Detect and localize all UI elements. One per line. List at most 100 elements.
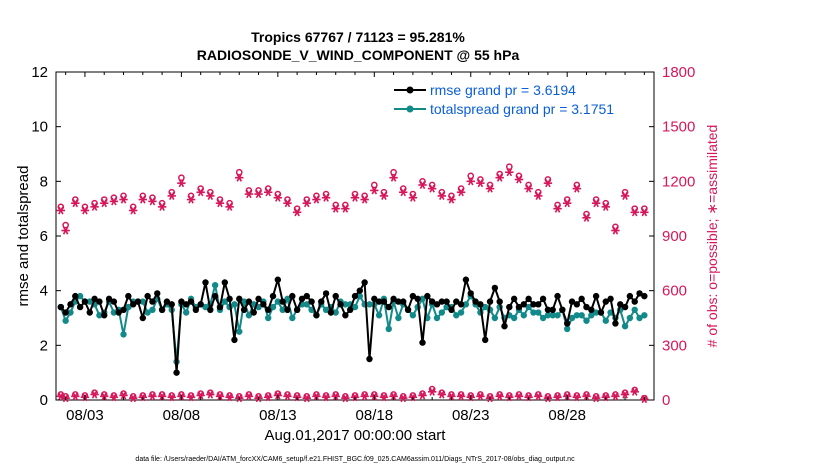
obs-assimilated-marker [157, 202, 167, 211]
point-rmse [173, 369, 180, 376]
chart-subtitle: RADIOSONDE_V_WIND_COMPONENT @ 55 hPa [197, 47, 520, 63]
point-totalspread [351, 303, 359, 311]
obs-assimilated-stroke [342, 394, 349, 403]
obs-assimilated-marker [543, 179, 553, 188]
point-rmse [260, 301, 267, 308]
point-rmse [101, 312, 108, 319]
obs-assimilated-low-marker [148, 392, 157, 401]
obs-assimilated-stroke [168, 191, 175, 200]
point-rmse [467, 290, 474, 297]
point-rmse [496, 298, 503, 305]
obs-assimilated-stroke [593, 199, 599, 208]
point-totalspread [433, 314, 441, 322]
point-rmse [361, 279, 368, 286]
point-totalspread [631, 306, 638, 313]
obs-assimilated-marker [591, 199, 601, 208]
tick-layer: 0 2 4 6 8 10 12 0 300 600 900 1200 1500 1800 08/03 08/0… [31, 64, 695, 424]
point-rmse [448, 306, 455, 313]
point-rmse [506, 303, 513, 311]
obs-assimilated-stroke [101, 392, 108, 401]
obs-assimilated-low-marker [553, 393, 562, 402]
point-rmse [221, 279, 228, 286]
point-totalspread [535, 309, 542, 316]
y-tick-label: 0 [40, 392, 48, 409]
point-rmse [105, 295, 113, 303]
obs-assimilated-marker [350, 193, 360, 202]
point-totalspread [520, 312, 527, 319]
point-totalspread [554, 312, 561, 319]
point-rmse [438, 298, 446, 305]
y2-tick-label: 1800 [662, 64, 695, 81]
obs-assimilated-stroke [313, 392, 320, 401]
obs-assimilated-low-marker [476, 392, 485, 401]
point-totalspread [438, 309, 446, 316]
obs-assimilated-stroke [303, 394, 310, 403]
y2-tick-label: 300 [662, 337, 687, 354]
point-rmse [211, 292, 219, 300]
obs-assimilated-low-marker [379, 393, 389, 402]
obs-assimilated-low-marker [418, 391, 427, 400]
point-totalspread [240, 298, 248, 305]
obs-assimilated-marker [370, 186, 379, 195]
obs-assimilated-low-marker [196, 391, 205, 400]
obs-assimilated-marker [138, 195, 148, 204]
point-rmse [274, 276, 282, 283]
point-totalspread [366, 301, 373, 308]
point-totalspread [211, 282, 219, 289]
obs-assimilated-marker [71, 199, 80, 208]
point-totalspread [289, 314, 296, 322]
point-rmse [597, 309, 605, 316]
point-totalspread [269, 303, 277, 311]
point-rmse [544, 306, 552, 313]
point-totalspread [544, 312, 552, 319]
obs-assimilated-stroke [631, 208, 638, 217]
point-rmse [588, 306, 595, 313]
point-rmse [264, 306, 272, 313]
point-totalspread [120, 331, 127, 338]
point-totalspread [67, 309, 74, 316]
obs-assimilated-marker [620, 191, 630, 200]
point-rmse [342, 312, 349, 319]
x-tick-label: 08/28 [548, 407, 586, 424]
point-rmse [375, 298, 383, 305]
obs-assimilated-marker [427, 184, 437, 193]
point-rmse [617, 301, 624, 308]
obs-assimilated-low-marker [447, 392, 456, 401]
obs-assimilated-stroke [554, 204, 561, 213]
point-rmse [453, 298, 460, 305]
point-rmse [462, 276, 470, 283]
obs-assimilated-stroke [226, 393, 233, 402]
point-rmse [578, 295, 585, 303]
obs-assimilated-marker [215, 199, 225, 208]
point-rmse [139, 314, 147, 322]
obs-assimilated-stroke [545, 179, 551, 188]
obs-assimilated-stroke [429, 387, 435, 396]
point-totalspread [96, 312, 103, 319]
obs-assimilated-stroke [535, 392, 542, 401]
obs-assimilated-stroke [612, 226, 619, 235]
point-totalspread [453, 312, 460, 319]
point-totalspread [525, 303, 532, 311]
point-totalspread [62, 317, 69, 324]
obs-assimilated-stroke [188, 195, 194, 204]
obs-assimilated-stroke [525, 184, 532, 193]
point-rmse [602, 298, 609, 305]
point-rmse [482, 336, 489, 344]
point-totalspread [568, 314, 576, 322]
obs-assimilated-stroke [197, 391, 204, 400]
obs-assimilated-stroke [516, 392, 522, 401]
obs-assimilated-stroke [323, 193, 329, 202]
obs-assimilated-stroke [390, 392, 397, 401]
obs-assimilated-marker [119, 195, 128, 204]
obs-assimilated-low-marker [283, 392, 292, 401]
obs-assimilated-low-marker [302, 394, 311, 403]
obs-assimilated-marker [321, 193, 331, 202]
point-rmse [183, 301, 190, 308]
point-rmse [226, 295, 233, 303]
obs-possible-marker [178, 174, 185, 182]
obs-assimilated-low-marker [341, 394, 350, 403]
point-rmse [641, 292, 648, 300]
obs-assimilated-stroke [91, 202, 98, 211]
obs-assimilated-stroke [58, 392, 64, 401]
series-layer [57, 275, 648, 376]
